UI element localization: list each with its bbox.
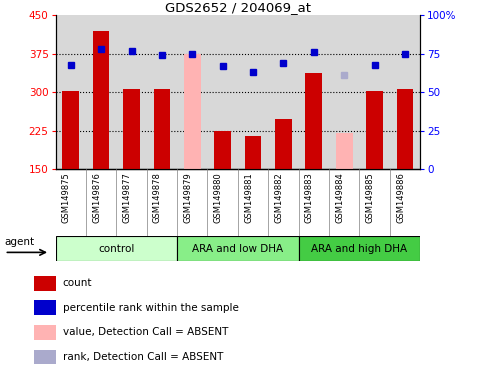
Text: GSM149877: GSM149877 bbox=[123, 172, 131, 223]
Text: GSM149881: GSM149881 bbox=[244, 172, 253, 223]
Bar bbox=[275, 119, 292, 169]
Bar bbox=[298, 236, 420, 261]
Text: GSM149875: GSM149875 bbox=[62, 172, 71, 223]
Text: GSM149885: GSM149885 bbox=[366, 172, 375, 223]
Bar bbox=[336, 133, 353, 169]
Bar bbox=[62, 91, 79, 169]
Text: agent: agent bbox=[4, 237, 35, 247]
Text: GSM149879: GSM149879 bbox=[183, 172, 192, 223]
Bar bbox=[93, 31, 110, 169]
Text: value, Detection Call = ABSENT: value, Detection Call = ABSENT bbox=[63, 328, 228, 338]
Text: GSM149886: GSM149886 bbox=[396, 172, 405, 223]
Bar bbox=[34, 300, 56, 315]
Text: percentile rank within the sample: percentile rank within the sample bbox=[63, 303, 239, 313]
Bar bbox=[397, 89, 413, 169]
Title: GDS2652 / 204069_at: GDS2652 / 204069_at bbox=[165, 1, 311, 14]
Bar bbox=[245, 136, 261, 169]
Bar bbox=[154, 89, 170, 169]
Bar bbox=[214, 131, 231, 169]
Text: GSM149880: GSM149880 bbox=[213, 172, 223, 223]
Text: rank, Detection Call = ABSENT: rank, Detection Call = ABSENT bbox=[63, 352, 223, 362]
Text: GSM149883: GSM149883 bbox=[305, 172, 314, 223]
Bar bbox=[34, 349, 56, 364]
Bar bbox=[34, 276, 56, 291]
Bar bbox=[305, 73, 322, 169]
Text: ARA and low DHA: ARA and low DHA bbox=[192, 243, 284, 254]
Bar bbox=[184, 54, 200, 169]
Text: ARA and high DHA: ARA and high DHA bbox=[312, 243, 408, 254]
Text: GSM149884: GSM149884 bbox=[335, 172, 344, 223]
Text: GSM149878: GSM149878 bbox=[153, 172, 162, 223]
Bar bbox=[123, 89, 140, 169]
Bar bbox=[366, 91, 383, 169]
Bar bbox=[34, 325, 56, 340]
Text: GSM149876: GSM149876 bbox=[92, 172, 101, 223]
Text: count: count bbox=[63, 278, 92, 288]
Text: control: control bbox=[98, 243, 134, 254]
Bar bbox=[56, 236, 177, 261]
Bar bbox=[177, 236, 298, 261]
Text: GSM149882: GSM149882 bbox=[274, 172, 284, 223]
